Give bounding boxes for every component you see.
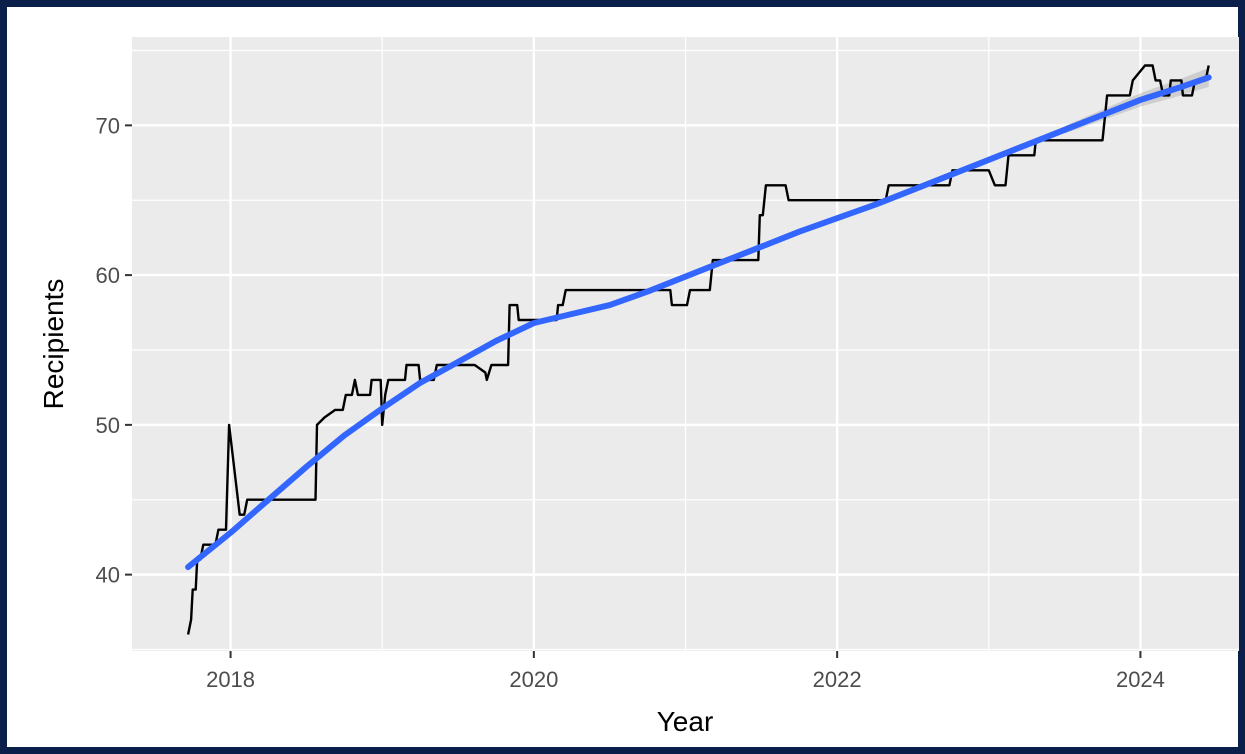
y-axis-title: Recipients — [38, 279, 69, 410]
y-tick-label: 60 — [96, 263, 120, 288]
x-axis-title: Year — [657, 706, 714, 737]
y-tick-label: 40 — [96, 563, 120, 588]
x-tick-label: 2024 — [1116, 667, 1165, 692]
series-layer — [185, 64, 1212, 635]
trend-line — [185, 74, 1212, 571]
x-tick-label: 2018 — [206, 667, 255, 692]
line-chart: 2018 2020 2022 2024 40 50 60 70 Year Recipient… — [38, 37, 1239, 737]
x-tick-label: 2022 — [813, 667, 862, 692]
y-tick-label: 50 — [96, 413, 120, 438]
y-axis: 40 50 60 70 — [96, 113, 132, 588]
minor-gridlines — [132, 37, 1239, 651]
y-tick-label: 70 — [96, 113, 120, 138]
x-tick-label: 2020 — [509, 667, 558, 692]
x-axis: 2018 2020 2022 2024 — [206, 651, 1165, 692]
